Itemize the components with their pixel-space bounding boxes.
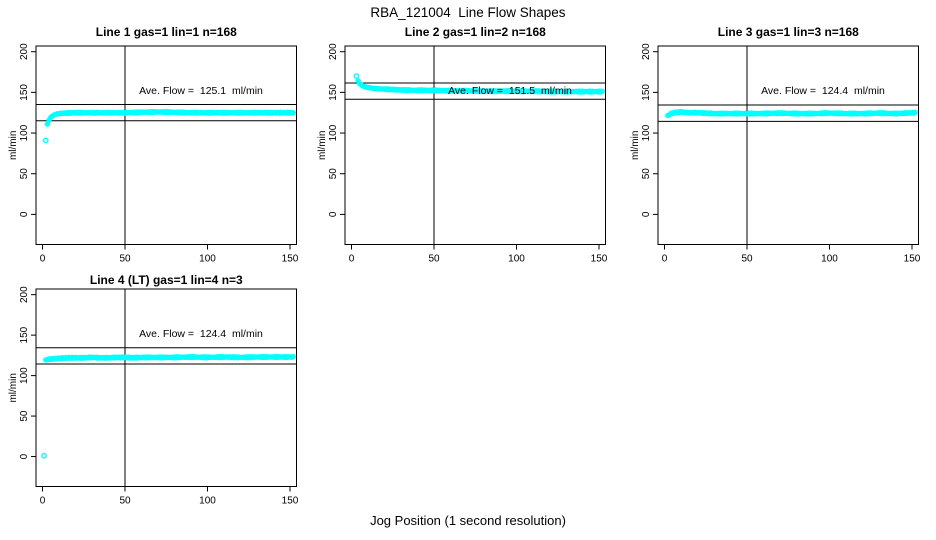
- svg-text:100: 100: [508, 254, 525, 265]
- y-axis-label: ml/min: [8, 131, 19, 160]
- y-axis-label: ml/min: [8, 373, 19, 402]
- svg-text:200: 200: [641, 43, 652, 60]
- panel-title: Line 1 gas=1 lin=1 n=168: [96, 25, 237, 39]
- svg-text:50: 50: [119, 496, 131, 507]
- svg-text:0: 0: [328, 211, 339, 217]
- panel-title: Line 2 gas=1 lin=2 n=168: [405, 25, 546, 39]
- svg-text:100: 100: [199, 254, 216, 265]
- axes-layer: 0 50 100 150 200 0 50 100 150: [19, 286, 299, 507]
- points-layer: [665, 108, 919, 119]
- chart-title: RBA_121004 Line Flow Shapes: [370, 5, 566, 20]
- svg-text:150: 150: [282, 496, 299, 507]
- svg-text:0: 0: [641, 211, 652, 217]
- svg-text:100: 100: [19, 367, 30, 384]
- svg-text:0: 0: [40, 254, 46, 265]
- panel-title: Line 4 (LT) gas=1 lin=4 n=3: [90, 273, 243, 287]
- ave-flow-label: Ave. Flow = 124.4 ml/min: [761, 85, 885, 97]
- axes-layer: 0 50 100 150 200 0 50 100 150: [641, 43, 921, 265]
- svg-text:100: 100: [199, 496, 216, 507]
- svg-text:0: 0: [19, 211, 30, 217]
- svg-text:0: 0: [349, 254, 355, 265]
- svg-text:50: 50: [428, 254, 440, 265]
- svg-text:50: 50: [641, 168, 652, 180]
- plot-panel-0: 0 50 100 150 200 0 50 100 150 Line 1 gas=1 lin=1…: [8, 25, 299, 265]
- svg-text:0: 0: [40, 496, 46, 507]
- svg-text:50: 50: [119, 254, 131, 265]
- svg-text:50: 50: [741, 254, 753, 265]
- svg-text:200: 200: [328, 43, 339, 60]
- axes-layer: 0 50 100 150 200 0 50 100 150: [328, 43, 608, 265]
- svg-text:200: 200: [19, 286, 30, 303]
- y-axis-label: ml/min: [317, 131, 328, 160]
- points-layer: [353, 73, 606, 95]
- plot-panel-3: 0 50 100 150 200 0 50 100 150 Line 4 (LT) gas=1 …: [8, 273, 299, 507]
- panel-title: Line 3 gas=1 lin=3 n=168: [718, 25, 859, 39]
- svg-text:100: 100: [328, 124, 339, 141]
- svg-text:100: 100: [641, 124, 652, 141]
- svg-text:150: 150: [282, 254, 299, 265]
- points-layer: [41, 353, 296, 459]
- svg-text:50: 50: [19, 410, 30, 422]
- plot-panel-1: 0 50 100 150 200 0 50 100 150 Line 2 gas=1 lin=2…: [317, 25, 608, 265]
- svg-text:0: 0: [19, 453, 30, 459]
- svg-text:100: 100: [821, 254, 838, 265]
- axes-layer: 0 50 100 150 200 0 50 100 150: [19, 43, 299, 265]
- svg-text:150: 150: [19, 84, 30, 101]
- svg-text:50: 50: [328, 168, 339, 180]
- points-layer: [42, 108, 296, 144]
- svg-text:150: 150: [904, 254, 921, 265]
- svg-text:150: 150: [19, 326, 30, 343]
- ave-flow-label: Ave. Flow = 125.1 ml/min: [139, 85, 263, 97]
- svg-text:0: 0: [662, 254, 668, 265]
- svg-text:150: 150: [641, 84, 652, 101]
- svg-text:150: 150: [328, 84, 339, 101]
- y-axis-label: ml/min: [630, 131, 641, 160]
- svg-text:200: 200: [19, 43, 30, 60]
- svg-text:50: 50: [19, 168, 30, 180]
- svg-text:150: 150: [591, 254, 608, 265]
- plot-panel-2: 0 50 100 150 200 0 50 100 150 Line 3 gas=1 lin=3…: [630, 25, 921, 265]
- ave-flow-label: Ave. Flow = 151.5 ml/min: [448, 85, 572, 97]
- svg-text:100: 100: [19, 124, 30, 141]
- x-axis-title: Jog Position (1 second resolution): [370, 513, 566, 528]
- ave-flow-label: Ave. Flow = 124.4 ml/min: [139, 328, 263, 340]
